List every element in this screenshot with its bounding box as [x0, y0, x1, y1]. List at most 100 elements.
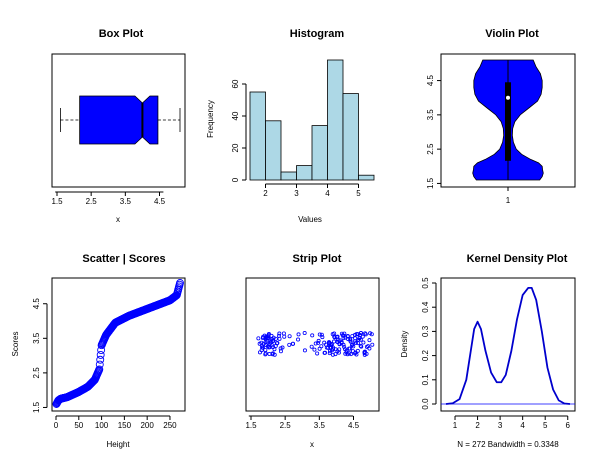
density-y-tick-label-0: 0.0	[421, 398, 430, 410]
scatter-y-tick-label-2: 3.5	[32, 332, 41, 344]
strip-point-b-51	[331, 339, 336, 344]
strip-point-b-55	[335, 334, 340, 339]
box-plot-x-ticks: 1.5 2.5 3.5 4.5	[51, 192, 166, 206]
density-y-label: Density	[400, 331, 409, 358]
strip-point-b-24	[274, 341, 279, 346]
histogram-y-tick-label-1: 20	[231, 143, 240, 152]
violin-plot-y-axis: 1.5 2.5 3.5 4.5	[426, 60, 442, 189]
scatter-x-tick-label-0: 0	[54, 421, 59, 430]
strip-point-47	[329, 342, 334, 347]
histogram-y-tick-label-0: 0	[231, 177, 240, 182]
scatter-y-axis: 1.5 2.5 3.5 4.5	[32, 298, 48, 413]
density-x-tick-label-1: 2	[475, 421, 480, 430]
strip-point-b-40	[323, 350, 328, 355]
strip-point-b-0	[256, 336, 261, 341]
density-x-tick-label-0: 1	[453, 421, 458, 430]
density-curve	[445, 286, 571, 405]
box-plot-marks	[60, 95, 181, 145]
strip-point-61	[341, 342, 346, 347]
strip-point-b-22	[271, 338, 276, 343]
panel-box-plot: Box Plot 1.5 2.5 3.5 4.5 x	[51, 28, 186, 224]
strip-point-b-88	[367, 346, 372, 351]
strip-point-14	[266, 332, 271, 337]
strip-point-b-89	[367, 338, 372, 343]
strip-point-b-9	[263, 348, 268, 353]
strip-plot-x-tick-label-3: 4.5	[348, 421, 360, 430]
strip-point-38	[320, 335, 325, 340]
strip-point-b-57	[337, 347, 342, 352]
density-bandwidth-note: N = 272 Bandwidth = 0.3348	[457, 440, 559, 449]
scatter-y-tick-label-0: 1.5	[32, 401, 41, 413]
strip-plot-x-label: x	[310, 440, 314, 449]
histogram-bar-3	[296, 165, 313, 181]
density-x-tick-label-4: 5	[543, 421, 548, 430]
strip-point-b-37	[317, 332, 322, 337]
scatter-x-tick-label-3: 150	[118, 421, 132, 430]
strip-point-b-43	[327, 351, 332, 356]
strip-point-b-32	[302, 331, 307, 336]
violin-median-point	[506, 95, 510, 100]
panel-strip-plot: Strip Plot 1.5 2.5 3.5 4.5 x	[245, 253, 380, 449]
scatter-y-tick-label-1: 2.5	[32, 367, 41, 379]
strip-point-b-82	[358, 337, 363, 342]
strip-plot-x-tick-label-0: 1.5	[245, 421, 257, 430]
strip-point-35	[316, 340, 321, 345]
box-plot-x-tick-label-1: 2.5	[86, 197, 98, 206]
histogram-x-tick-label-2: 4	[325, 189, 330, 198]
histogram-x-tick-label-3: 5	[356, 189, 361, 198]
strip-point-22	[273, 336, 278, 341]
density-y-tick-label-2: 0.2	[421, 349, 430, 361]
strip-point-34	[313, 341, 318, 346]
strip-point-80	[358, 343, 363, 348]
panel-histogram: Histogram 2 3 4 5 0 20 40 60 Values Frequency	[206, 28, 375, 224]
strip-point-28	[282, 334, 287, 339]
strip-plot-x-tick-label-1: 2.5	[280, 421, 292, 430]
violin-iqr-box	[505, 82, 511, 161]
strip-point-78	[355, 341, 360, 346]
strip-point-b-76	[354, 352, 359, 357]
histogram-y-tick-label-3: 60	[231, 79, 240, 88]
strip-plot-frame	[245, 277, 380, 412]
box-plot-x-tick-label-0: 1.5	[51, 197, 63, 206]
strip-point-83	[361, 340, 366, 345]
strip-point-b-62	[342, 344, 347, 349]
strip-point-74	[353, 340, 358, 345]
density-y-tick-label-3: 0.3	[421, 325, 430, 337]
scatter-y-label: Scores	[11, 332, 20, 357]
strip-point-b-31	[296, 337, 301, 342]
strip-point-b-50	[332, 331, 337, 336]
density-y-tick-label-1: 0.1	[421, 374, 430, 386]
strip-point-b-23	[272, 352, 277, 357]
violin-y-tick-label-0: 1.5	[426, 177, 435, 189]
scatter-y-tick-label-3: 4.5	[32, 298, 41, 310]
strip-point-26	[277, 331, 282, 336]
scatter-x-tick-label-4: 200	[140, 421, 154, 430]
strip-point-b-21	[272, 347, 277, 352]
scatter-x-axis: 0 50 100 150 200 250	[54, 415, 177, 430]
density-y-tick-label-4: 0.4	[421, 301, 430, 313]
density-marks	[441, 286, 575, 405]
strip-point-b-70	[348, 339, 353, 344]
scatter-frame	[51, 277, 186, 412]
histogram-bar-7	[358, 174, 375, 181]
histogram-title: Histogram	[290, 28, 345, 40]
strip-point-51	[333, 352, 338, 357]
histogram-y-axis: 0 20 40 60	[231, 79, 247, 182]
strip-point-b-47	[331, 346, 336, 351]
strip-point-33	[309, 344, 314, 349]
violin-plot-title: Violin Plot	[485, 28, 539, 40]
strip-point-29	[287, 342, 292, 347]
strip-point-b-86	[363, 332, 368, 337]
strip-plot-title: Strip Plot	[293, 253, 342, 265]
histogram-bars	[249, 59, 375, 181]
scatter-title: Scatter | Scores	[82, 253, 165, 265]
scatter-point-272	[176, 279, 184, 287]
strip-point-b-33	[310, 333, 315, 338]
strip-point-b-38	[319, 344, 324, 349]
strip-point-b-28	[281, 331, 286, 336]
strip-point-b-61	[341, 336, 346, 341]
histogram-bar-1	[265, 120, 282, 181]
strip-point-b-36	[316, 338, 321, 343]
scatter-point-98	[96, 350, 105, 359]
